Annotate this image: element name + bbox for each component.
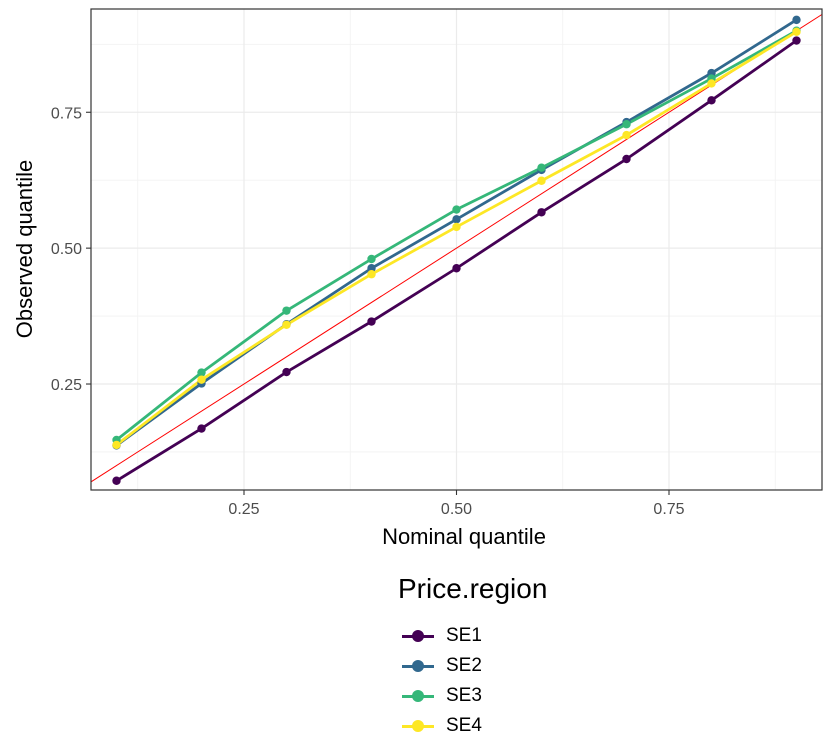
legend-key-se4 <box>400 712 436 740</box>
x-tick-label: 0.75 <box>653 501 684 518</box>
legend-item-se1: SE1 <box>400 622 482 650</box>
quantile-calibration-chart: 0.25 0.50 0.75 0.25 0.50 0.75 Nominal quanti… <box>12 8 823 549</box>
series-group <box>112 15 801 485</box>
data-point-se3 <box>622 120 631 129</box>
data-point-se2 <box>792 15 801 25</box>
x-tick-label: 0.50 <box>441 501 472 518</box>
y-tick-label: 0.50 <box>51 241 82 258</box>
data-point-se1 <box>792 36 801 45</box>
data-point-se2 <box>452 215 461 224</box>
x-axis-ticks: 0.25 0.50 0.75 <box>228 490 685 518</box>
legend-label: SE2 <box>446 655 482 676</box>
data-point-se4 <box>537 176 546 185</box>
data-point-se3 <box>197 368 206 377</box>
legend-label: SE1 <box>446 625 482 646</box>
y-axis-ticks: 0.25 0.50 0.75 <box>51 105 91 394</box>
data-point-se1 <box>707 96 716 105</box>
data-point-se4 <box>197 375 206 384</box>
legend-key-dot <box>412 660 424 672</box>
legend-item-se2: SE2 <box>400 652 482 680</box>
data-point-se1 <box>452 264 461 273</box>
x-axis-title: Nominal quantile <box>382 524 546 549</box>
data-point-se3 <box>452 205 461 214</box>
data-point-se1 <box>367 317 376 326</box>
y-tick-label: 0.75 <box>51 105 82 122</box>
x-tick-label: 0.25 <box>228 501 259 518</box>
data-point-se4 <box>282 320 291 329</box>
data-point-se4 <box>367 270 376 279</box>
data-point-se4 <box>452 222 461 232</box>
data-point-se1 <box>282 367 291 377</box>
data-point-se2 <box>367 264 376 273</box>
legend-item-se4: SE4 <box>400 712 482 740</box>
legend-label: SE3 <box>446 685 482 706</box>
y-axis-title: Observed quantile <box>12 160 37 339</box>
legend-key-dot <box>412 630 424 642</box>
legend-key-se2 <box>400 652 436 680</box>
legend-item-se3: SE3 <box>400 682 482 710</box>
legend-key-se3 <box>400 682 436 710</box>
legend-key-dot <box>412 690 424 702</box>
data-point-se4 <box>792 27 801 37</box>
y-tick-label: 0.25 <box>51 377 82 394</box>
legend-key-dot <box>412 720 424 732</box>
data-point-se1 <box>112 476 121 485</box>
data-point-se3 <box>537 163 546 172</box>
data-point-se3 <box>367 254 376 264</box>
legend-key-se1 <box>400 622 436 650</box>
data-point-se1 <box>537 208 546 217</box>
legend-label: SE4 <box>446 715 482 736</box>
major-gridlines <box>91 9 822 490</box>
data-point-se1 <box>197 424 206 433</box>
data-point-se4 <box>622 130 631 140</box>
data-point-se4 <box>707 79 716 88</box>
legend-title: Price.region <box>398 573 548 604</box>
data-point-se4 <box>112 440 121 450</box>
data-point-se1 <box>622 154 631 164</box>
data-point-se3 <box>282 306 291 315</box>
